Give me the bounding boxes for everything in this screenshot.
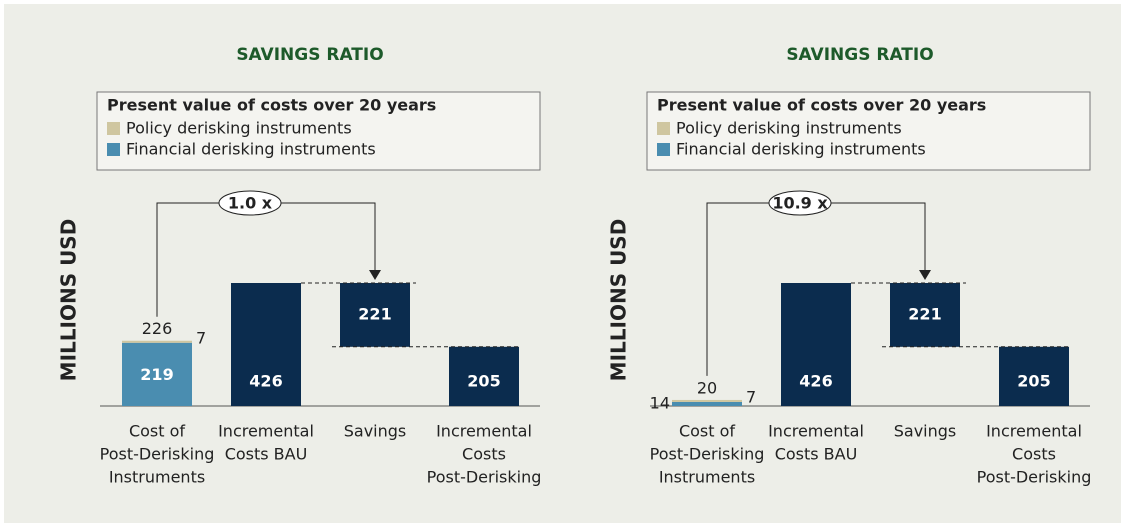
arrow-head bbox=[369, 270, 381, 280]
x-tick-label: Costs BAU bbox=[775, 445, 858, 464]
total-label: 226 bbox=[142, 319, 173, 338]
x-tick-label: Savings bbox=[344, 422, 407, 441]
stacked-bar bbox=[122, 340, 192, 343]
x-tick-label: Incremental bbox=[218, 422, 314, 441]
x-tick-label: Post-Derisking bbox=[427, 468, 542, 487]
x-tick-label: Instruments bbox=[659, 468, 755, 487]
ratio-ellipse bbox=[218, 190, 282, 216]
bar bbox=[781, 283, 851, 406]
total-label: 20 bbox=[697, 378, 717, 397]
arrow-head bbox=[919, 270, 931, 280]
x-tick-label: Savings bbox=[894, 422, 957, 441]
bar bbox=[449, 346, 519, 406]
ratio-label: 1.0 x bbox=[228, 194, 273, 213]
x-tick-label: Post-Derisking bbox=[650, 445, 765, 464]
data-label: 426 bbox=[249, 372, 282, 391]
bar bbox=[340, 283, 410, 347]
x-tick-label: Costs bbox=[462, 445, 506, 464]
data-label: 7 bbox=[196, 328, 206, 347]
stacked-bar bbox=[122, 342, 192, 406]
x-tick-label: Post-Derisking bbox=[100, 445, 215, 464]
data-label: 219 bbox=[140, 365, 173, 384]
x-tick-label: Costs bbox=[1012, 445, 1056, 464]
x-tick-label: Costs BAU bbox=[225, 445, 308, 464]
x-tick-label: Cost of bbox=[129, 422, 185, 441]
data-label: 14 bbox=[650, 393, 670, 412]
x-tick-label: Incremental bbox=[436, 422, 532, 441]
legend-box bbox=[96, 91, 541, 171]
ratio-ellipse bbox=[768, 190, 832, 216]
legend-label: Financial derisking instruments bbox=[676, 140, 926, 159]
ratio-label: 10.9 x bbox=[772, 194, 828, 213]
legend-label: Policy derisking instruments bbox=[676, 119, 902, 138]
x-tick-label: Post-Derisking bbox=[977, 468, 1092, 487]
data-label: 221 bbox=[358, 304, 391, 323]
y-axis-label: MILLIONS USD bbox=[607, 219, 631, 382]
data-label: 221 bbox=[908, 304, 941, 323]
legend-swatch bbox=[107, 122, 120, 135]
legend-label: Policy derisking instruments bbox=[126, 119, 352, 138]
bar bbox=[999, 346, 1069, 406]
legend-box bbox=[646, 91, 1091, 171]
y-axis-label: MILLIONS USD bbox=[57, 219, 81, 382]
bar bbox=[231, 283, 301, 406]
stacked-bar bbox=[672, 401, 742, 406]
legend-title: Present value of costs over 20 years bbox=[657, 96, 986, 115]
x-tick-label: Cost of bbox=[679, 422, 735, 441]
chart-title: SAVINGS RATIO bbox=[786, 45, 933, 65]
legend-swatch bbox=[107, 143, 120, 156]
bar bbox=[890, 283, 960, 347]
data-label: 205 bbox=[1017, 372, 1050, 391]
data-label: 205 bbox=[467, 372, 500, 391]
legend-title: Present value of costs over 20 years bbox=[107, 96, 436, 115]
data-label: 426 bbox=[799, 372, 832, 391]
data-label: 7 bbox=[746, 387, 756, 406]
stacked-bar bbox=[672, 399, 742, 402]
legend-swatch bbox=[657, 122, 670, 135]
x-tick-label: Incremental bbox=[768, 422, 864, 441]
chart-title: SAVINGS RATIO bbox=[236, 45, 383, 65]
x-tick-label: Instruments bbox=[109, 468, 205, 487]
legend-swatch bbox=[657, 143, 670, 156]
background bbox=[4, 4, 1121, 523]
legend-label: Financial derisking instruments bbox=[126, 140, 376, 159]
x-tick-label: Incremental bbox=[986, 422, 1082, 441]
